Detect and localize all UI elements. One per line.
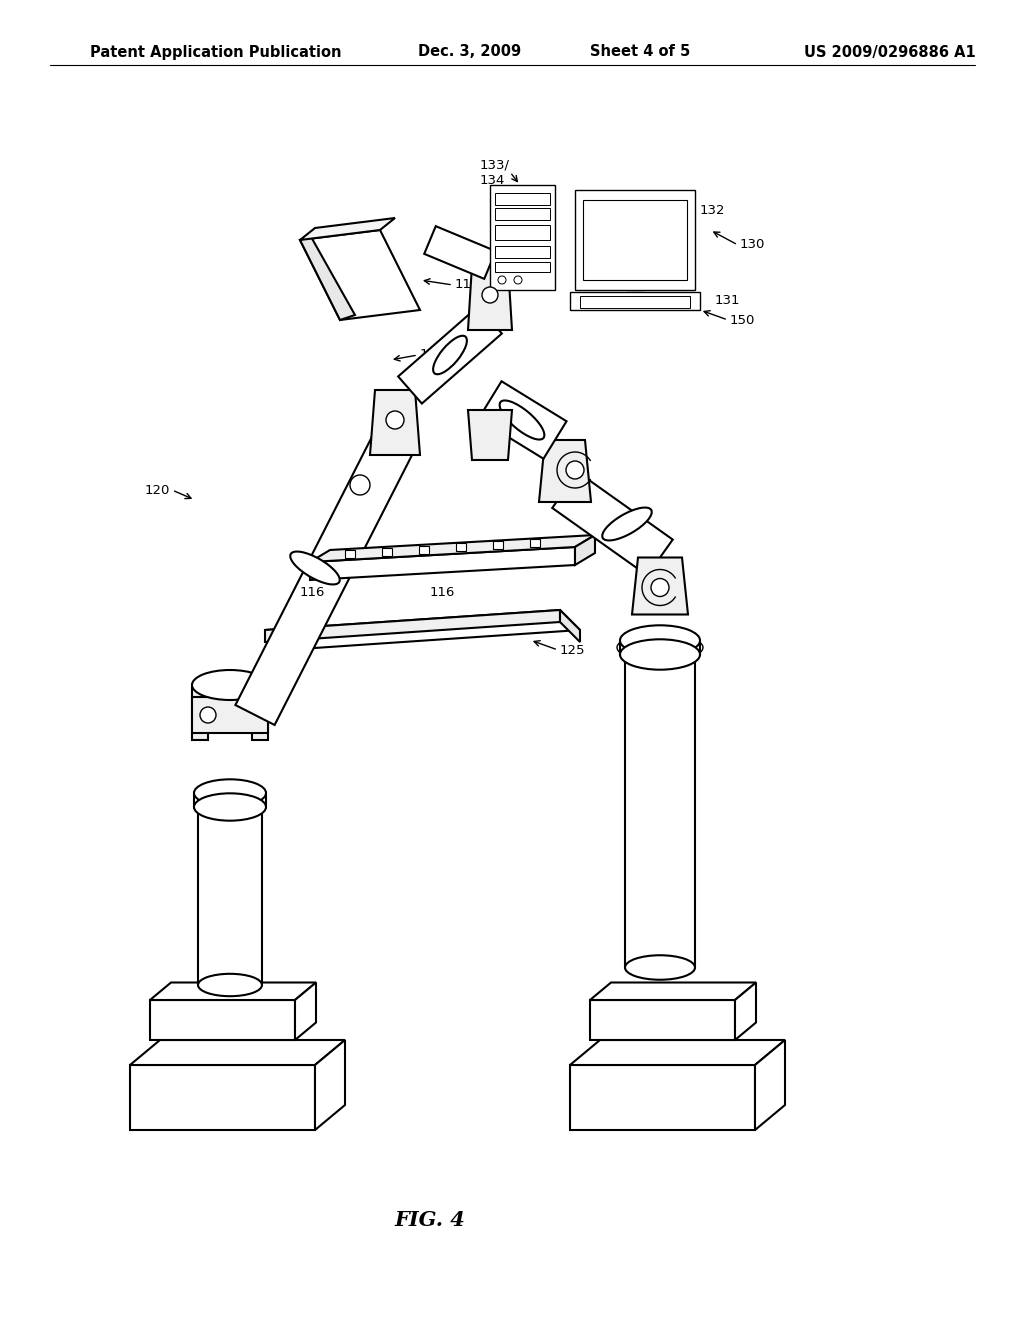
Ellipse shape [194,793,266,821]
Text: 130: 130 [740,239,765,252]
Text: 133/: 133/ [480,158,510,172]
Bar [495,193,550,205]
Text: 150: 150 [730,314,756,326]
Polygon shape [590,982,756,1001]
Polygon shape [295,982,316,1040]
Ellipse shape [433,335,467,375]
Bar [495,261,550,272]
Ellipse shape [620,626,700,656]
Text: 110: 110 [420,348,445,362]
Text: 116: 116 [300,586,325,598]
Bar [419,545,429,553]
Polygon shape [570,1065,755,1130]
Bar [382,548,392,556]
Text: 120: 120 [144,483,170,496]
Polygon shape [193,685,208,741]
Polygon shape [539,440,591,502]
Ellipse shape [198,974,262,997]
Polygon shape [252,685,268,741]
Text: 132: 132 [700,203,725,216]
Bar [570,292,700,310]
Polygon shape [198,805,262,985]
Text: Patent Application Publication: Patent Application Publication [90,45,341,59]
Polygon shape [130,1065,315,1130]
Bar [583,201,687,280]
Bar [580,296,690,308]
Ellipse shape [498,276,506,284]
Polygon shape [300,218,395,240]
Ellipse shape [386,411,404,429]
Polygon shape [575,535,595,565]
Ellipse shape [350,475,370,495]
Polygon shape [315,1040,345,1130]
Ellipse shape [566,461,584,479]
Bar [495,246,550,257]
Bar [575,190,695,290]
Polygon shape [560,610,580,642]
Ellipse shape [625,956,695,979]
Polygon shape [236,430,415,725]
Text: US 2009/0296886 A1: US 2009/0296886 A1 [804,45,976,59]
Polygon shape [735,982,756,1040]
Ellipse shape [620,639,700,669]
Polygon shape [130,1040,345,1065]
Polygon shape [300,235,355,319]
Polygon shape [370,389,420,455]
Bar [490,185,555,290]
Polygon shape [310,535,595,562]
Polygon shape [300,230,420,319]
Ellipse shape [482,286,498,304]
Text: 125: 125 [560,644,586,656]
Ellipse shape [651,578,669,597]
Polygon shape [150,1001,295,1040]
Polygon shape [424,226,496,279]
Polygon shape [625,652,695,968]
Bar [495,209,550,220]
Bar [345,549,355,558]
Ellipse shape [514,276,522,284]
Bar [530,540,540,548]
Ellipse shape [193,671,268,700]
Polygon shape [150,982,316,1001]
Polygon shape [755,1040,785,1130]
Text: 116: 116 [430,586,456,598]
Bar [493,541,503,549]
Polygon shape [310,546,575,579]
Ellipse shape [198,793,262,816]
Polygon shape [265,610,580,649]
Text: Dec. 3, 2009: Dec. 3, 2009 [419,45,521,59]
Ellipse shape [200,708,216,723]
Polygon shape [590,1001,735,1040]
Polygon shape [632,557,688,615]
Ellipse shape [602,507,651,540]
Polygon shape [265,610,560,642]
Ellipse shape [290,552,340,585]
Polygon shape [478,381,566,459]
Text: 134: 134 [480,173,506,186]
Text: 131: 131 [715,293,740,306]
Ellipse shape [500,400,545,440]
Polygon shape [468,265,512,330]
Text: 112: 112 [455,279,480,292]
Ellipse shape [194,779,266,807]
Ellipse shape [625,640,695,665]
Polygon shape [193,697,268,733]
Bar [495,224,550,240]
Text: Sheet 4 of 5: Sheet 4 of 5 [590,45,690,59]
Polygon shape [398,306,502,404]
Polygon shape [552,473,673,576]
Text: FIG. 4: FIG. 4 [394,1210,465,1230]
Polygon shape [570,1040,785,1065]
Polygon shape [468,411,512,459]
Bar [456,544,466,552]
